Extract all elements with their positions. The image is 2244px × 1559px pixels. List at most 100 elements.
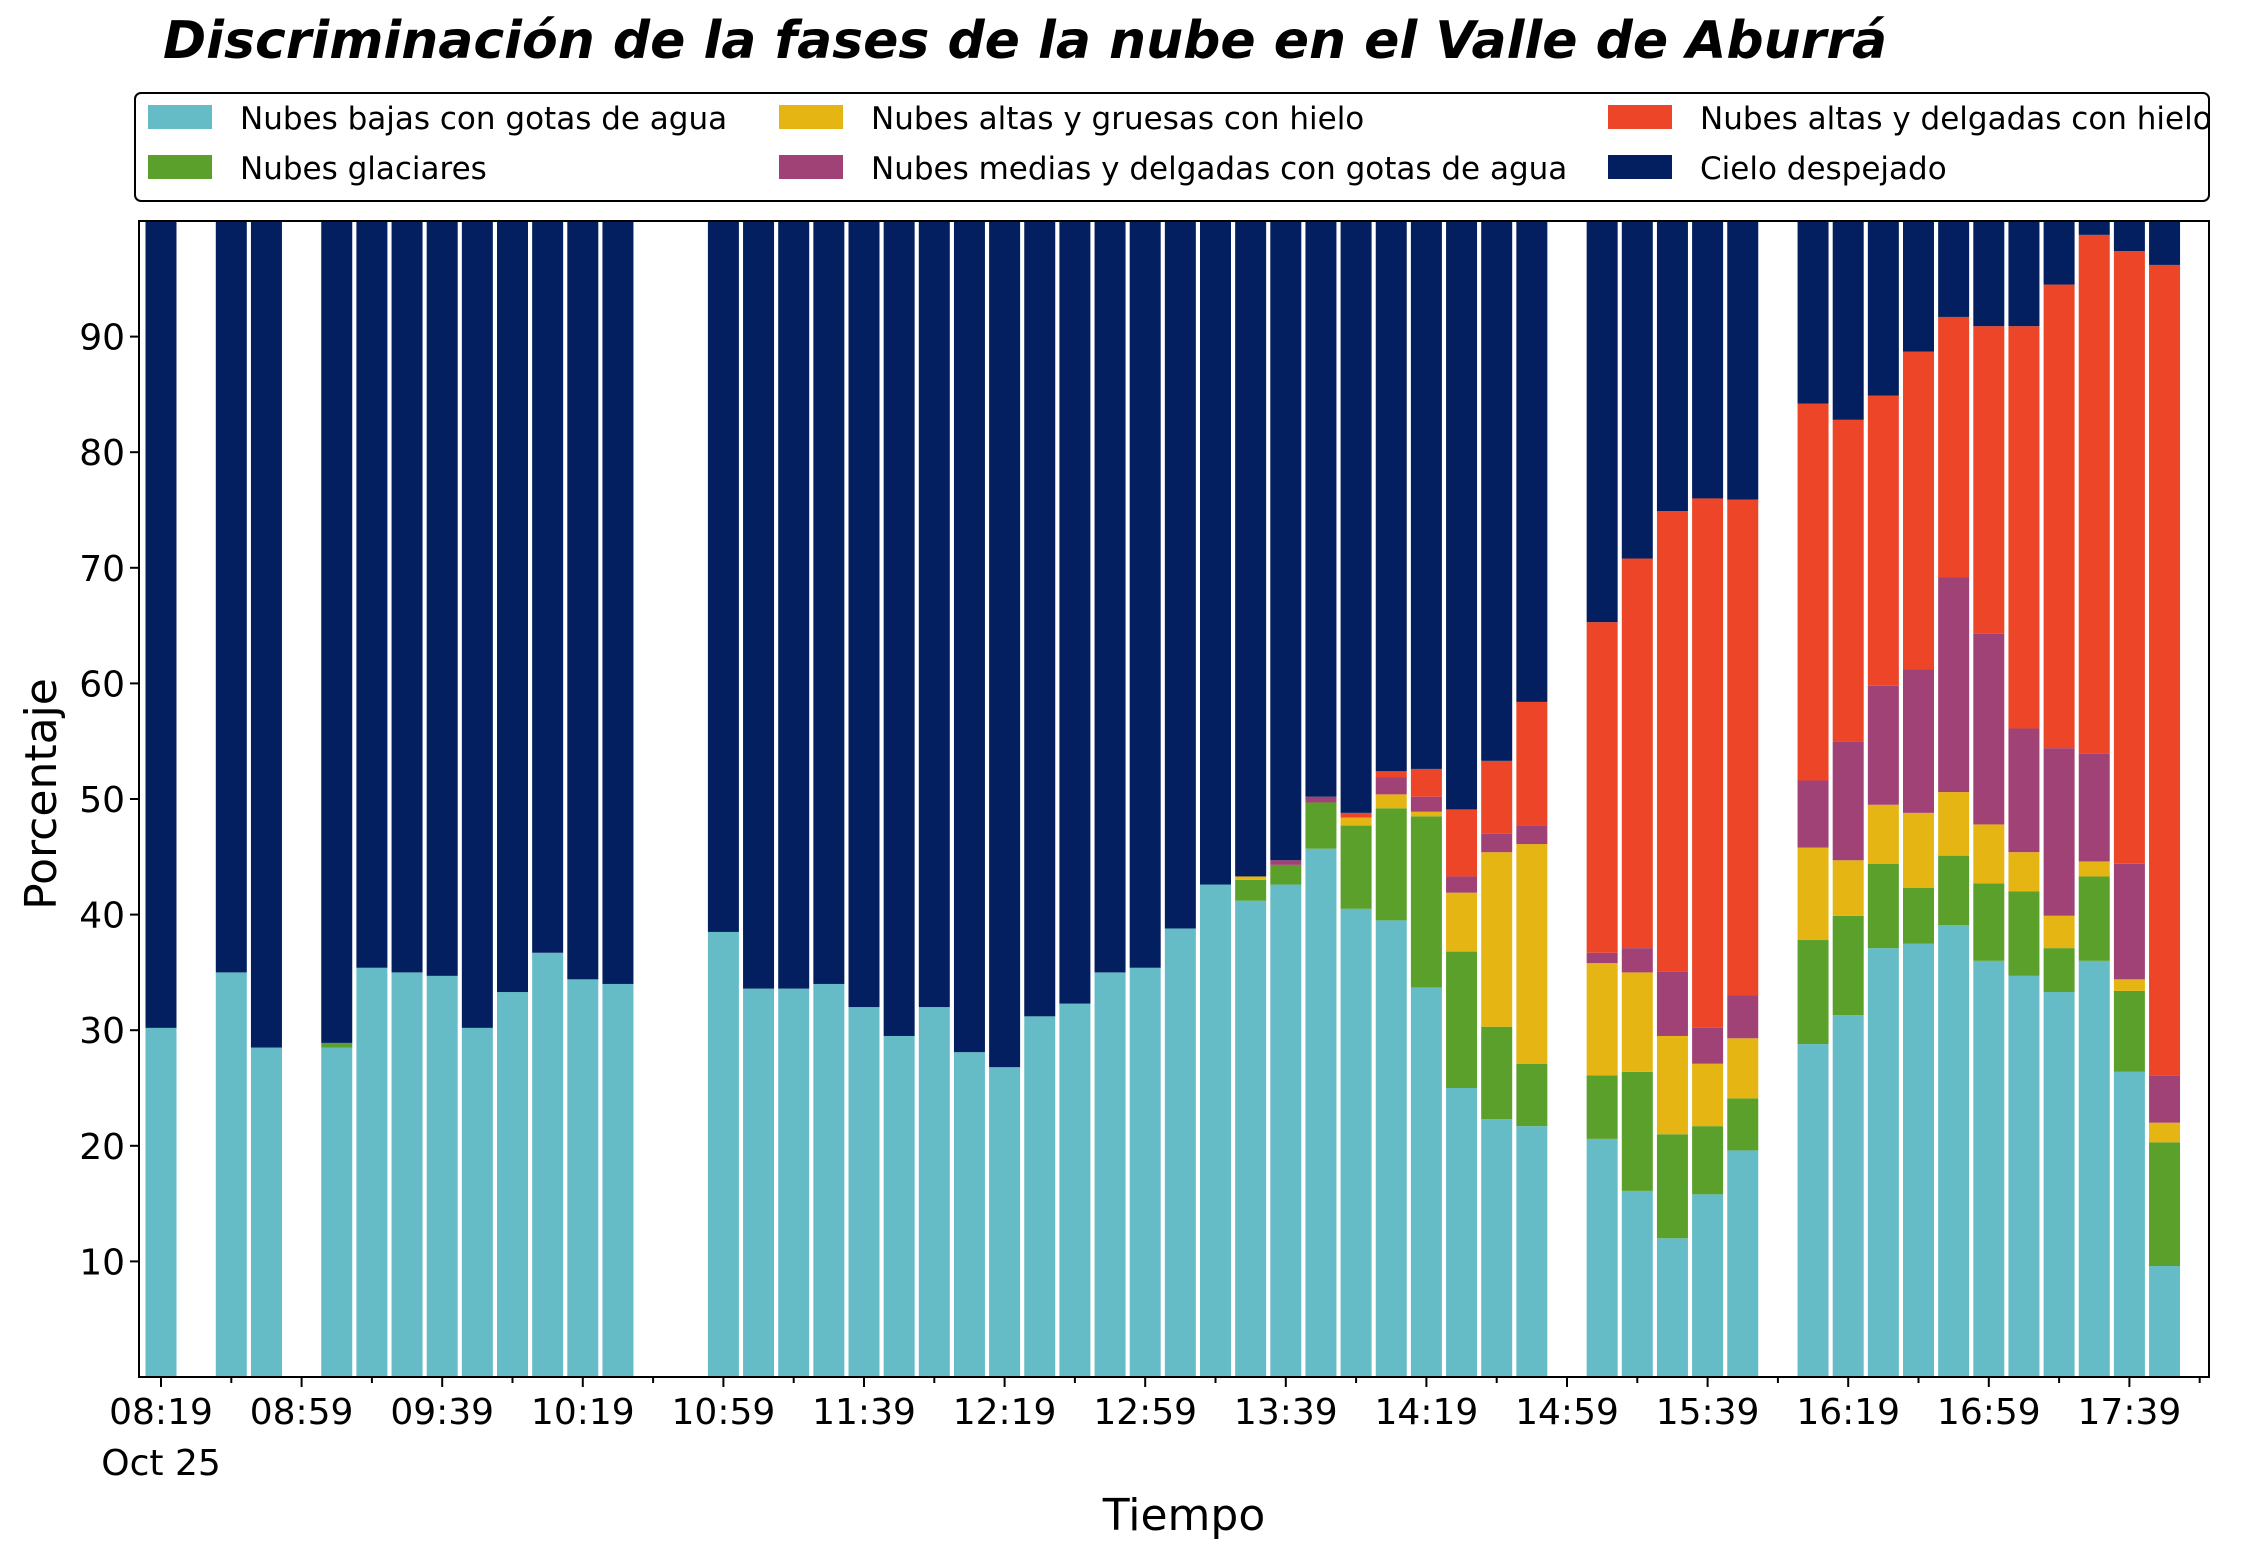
bar-segment-1529-nubes-altas-y-delgadas-con-hielo: [1656, 511, 1688, 972]
bar-segment-1419-nubes-altas-y-gruesas-con-hielo: [1410, 811, 1442, 817]
bar-segment-1159-nubes-bajas-con-gotas-de-agua: [918, 1007, 950, 1377]
x-tick-label-1459: 14:59: [1515, 1392, 1619, 1433]
bar-segment-0909-nubes-glaciares: [321, 1042, 353, 1048]
bar-segment-1419-nubes-medias-y-delgadas-con-gotas-de-agua: [1410, 796, 1442, 812]
bar-segment-1319-cielo-despejado: [1200, 221, 1231, 885]
bar-segment-1749-nubes-bajas-con-gotas-de-agua: [2149, 1266, 2181, 1377]
bar-segment-1429-nubes-altas-y-gruesas-con-hielo: [1446, 892, 1478, 952]
bar-segment-0819-cielo-despejado: [145, 221, 177, 1028]
bar-segment-1219-nubes-bajas-con-gotas-de-agua: [989, 1067, 1021, 1377]
bar-segment-0849-cielo-despejado: [250, 221, 282, 1048]
bar-segment-1449-nubes-glaciares: [1516, 1063, 1548, 1127]
y-axis-label: Porcentaje: [16, 678, 67, 910]
bar-segment-1719-nubes-glaciares: [2043, 948, 2075, 993]
bar-segment-0909-nubes-bajas-con-gotas-de-agua: [321, 1047, 353, 1377]
bar-segment-1249-cielo-despejado: [1094, 221, 1126, 973]
bar-segment-1539-nubes-glaciares: [1692, 1126, 1724, 1195]
bar-segment-1649-nubes-glaciares: [1938, 855, 1970, 925]
bar-segment-1419-nubes-glaciares: [1410, 816, 1442, 988]
plot-frame: [138, 220, 2210, 1378]
x-tick-label-1739: 17:39: [2078, 1392, 2182, 1433]
bar-segment-1549-nubes-medias-y-delgadas-con-gotas-de-agua: [1727, 995, 1759, 1039]
bar-segment-1139-cielo-despejado: [848, 221, 880, 1008]
bar-segment-1749-nubes-glaciares: [2149, 1142, 2181, 1267]
bar-segment-1639-nubes-altas-y-gruesas-con-hielo: [1903, 812, 1934, 889]
bar-segment-1419-nubes-altas-y-delgadas-con-hielo: [1410, 768, 1442, 797]
bar-segment-1429-cielo-despejado: [1446, 221, 1478, 810]
bar-segment-1739-nubes-glaciares: [2113, 990, 2145, 1072]
bar-segment-1259-cielo-despejado: [1129, 221, 1161, 968]
bar-segment-1019-cielo-despejado: [567, 221, 599, 980]
x-tick-label-1259: 12:59: [1093, 1392, 1197, 1433]
x-tick-label-1619: 16:19: [1796, 1392, 1900, 1433]
bar-segment-1629-nubes-glaciares: [1867, 863, 1899, 949]
bar-segment-0819-nubes-bajas-con-gotas-de-agua: [145, 1027, 177, 1377]
bar-segment-0949-nubes-bajas-con-gotas-de-agua: [461, 1027, 493, 1377]
bar-segment-1729-nubes-bajas-con-gotas-de-agua: [2078, 960, 2110, 1377]
bar-segment-1709-nubes-bajas-con-gotas-de-agua: [2008, 975, 2040, 1377]
bar-segment-1449-cielo-despejado: [1516, 221, 1548, 702]
y-tick-label-60: 60: [79, 664, 125, 705]
bar-segment-1619-cielo-despejado: [1832, 221, 1864, 420]
bar-segment-1629-nubes-altas-y-delgadas-con-hielo: [1867, 395, 1899, 686]
bar-segment-1729-nubes-medias-y-delgadas-con-gotas-de-agua: [2078, 753, 2110, 862]
bar-segment-1659-cielo-despejado: [1973, 221, 2005, 327]
bar-segment-1549-cielo-despejado: [1727, 221, 1759, 500]
bar-segment-1709-nubes-altas-y-gruesas-con-hielo: [2008, 852, 2040, 892]
bar-segment-1619-nubes-altas-y-gruesas-con-hielo: [1832, 860, 1864, 916]
bar-segment-1359-nubes-altas-y-delgadas-con-hielo: [1340, 812, 1372, 818]
bar-segment-1439-nubes-bajas-con-gotas-de-agua: [1481, 1119, 1513, 1377]
bar-segment-1709-nubes-altas-y-delgadas-con-hielo: [2008, 326, 2040, 729]
bar-segment-1409-cielo-despejado: [1375, 221, 1407, 772]
bar-segment-0909-cielo-despejado: [321, 221, 353, 1043]
bar-segment-1639-nubes-glaciares: [1903, 888, 1934, 944]
bar-segment-1509-nubes-bajas-con-gotas-de-agua: [1586, 1138, 1618, 1377]
chart-title: Discriminación de la fases de la nube en…: [163, 11, 1887, 71]
bar-segment-1739-nubes-altas-y-gruesas-con-hielo: [2113, 979, 2145, 991]
bar-segment-1509-nubes-medias-y-delgadas-con-gotas-de-agua: [1586, 952, 1618, 964]
bar-segment-1009-nubes-bajas-con-gotas-de-agua: [532, 952, 564, 1377]
bar-segment-0929-nubes-bajas-con-gotas-de-agua: [391, 972, 423, 1377]
bar-segment-1409-nubes-glaciares: [1375, 808, 1407, 921]
bar-segment-1509-cielo-despejado: [1586, 221, 1618, 623]
bar-segment-1609-nubes-altas-y-delgadas-con-hielo: [1797, 403, 1829, 781]
bar-segment-1449-nubes-altas-y-delgadas-con-hielo: [1516, 701, 1548, 826]
bar-segment-1129-cielo-despejado: [813, 221, 845, 984]
bar-segment-1629-nubes-bajas-con-gotas-de-agua: [1867, 948, 1899, 1377]
x-tick-label-1659: 16:59: [1937, 1392, 2041, 1433]
x-tick-label-1019: 10:19: [531, 1392, 635, 1433]
bar-segment-1659-nubes-bajas-con-gotas-de-agua: [1973, 960, 2005, 1377]
bar-segment-1119-cielo-despejado: [778, 221, 810, 989]
bar-segment-1139-nubes-bajas-con-gotas-de-agua: [848, 1007, 880, 1377]
bar-segment-1609-nubes-glaciares: [1797, 940, 1829, 1045]
legend-label-nubes-bajas-con-gotas-de-agua: Nubes bajas con gotas de agua: [240, 101, 727, 137]
bar-segment-1219-cielo-despejado: [989, 221, 1021, 1068]
bar-segment-1609-nubes-bajas-con-gotas-de-agua: [1797, 1044, 1829, 1377]
bar-segment-1619-nubes-medias-y-delgadas-con-gotas-de-agua: [1832, 741, 1864, 861]
x-tick-label-0819: 08:19: [109, 1392, 213, 1433]
bar-segment-0959-nubes-bajas-con-gotas-de-agua: [497, 992, 528, 1377]
y-axis: 10 20 30 40 50 60 70 80 90: [79, 318, 139, 1283]
bar-segment-1649-cielo-despejado: [1938, 221, 1970, 317]
bar-segment-1519-nubes-glaciares: [1621, 1071, 1653, 1191]
bar-segment-1449-nubes-altas-y-gruesas-con-hielo: [1516, 844, 1548, 1064]
y-tick-label-50: 50: [79, 780, 125, 821]
bar-segment-1529-cielo-despejado: [1656, 221, 1688, 512]
bar-segment-1609-nubes-altas-y-gruesas-con-hielo: [1797, 847, 1829, 941]
bar-segment-1709-nubes-glaciares: [2008, 891, 2040, 976]
bar-segment-1429-nubes-glaciares: [1446, 951, 1478, 1088]
bar-segment-1539-nubes-altas-y-gruesas-con-hielo: [1692, 1063, 1724, 1127]
bar-segment-1749-nubes-altas-y-gruesas-con-hielo: [2149, 1122, 2181, 1143]
bar-segment-1619-nubes-bajas-con-gotas-de-agua: [1832, 1015, 1864, 1377]
bar-segment-1429-nubes-medias-y-delgadas-con-gotas-de-agua: [1446, 876, 1478, 893]
bar-segment-1009-cielo-despejado: [532, 221, 564, 953]
bar-segment-1519-nubes-medias-y-delgadas-con-gotas-de-agua: [1621, 948, 1653, 973]
bar-segment-1409-nubes-bajas-con-gotas-de-agua: [1375, 920, 1407, 1377]
y-tick-label-80: 80: [79, 433, 125, 474]
bar-segment-1719-nubes-bajas-con-gotas-de-agua: [2043, 992, 2075, 1377]
legend-label-nubes-altas-y-gruesas-con-hielo: Nubes altas y gruesas con hielo: [871, 101, 1364, 137]
bar-segment-1339-nubes-medias-y-delgadas-con-gotas-de-agua: [1270, 860, 1302, 865]
bar-segment-0949-cielo-despejado: [461, 221, 493, 1028]
bar-segment-1519-nubes-altas-y-gruesas-con-hielo: [1621, 972, 1653, 1072]
